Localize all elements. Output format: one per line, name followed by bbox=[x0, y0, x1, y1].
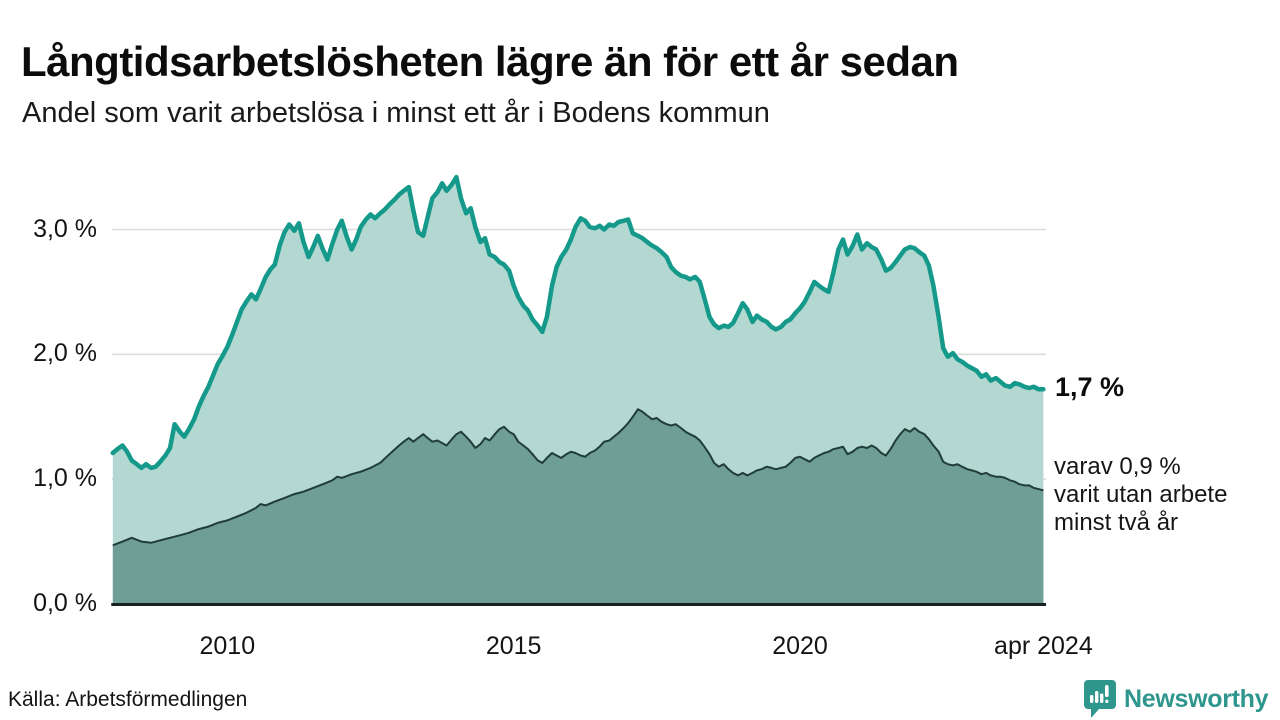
end-value-line-1: varav 0,9 % bbox=[1054, 453, 1181, 480]
newsworthy-logo: Newsworthy bbox=[1083, 679, 1269, 719]
total-line bbox=[110, 174, 1046, 471]
newsworthy-wordmark: Newsworthy bbox=[1124, 684, 1269, 713]
two-year-line bbox=[112, 408, 1044, 547]
y-axis-tick-label: 1,0 % bbox=[33, 464, 97, 493]
page-title: Långtidsarbetslösheten lägre än för ett … bbox=[21, 38, 959, 86]
x-axis-tick-label: apr 2024 bbox=[994, 632, 1093, 660]
chart-subtitle: Andel som varit arbetslösa i minst ett å… bbox=[22, 97, 770, 129]
y-axis-tick-label: 3,0 % bbox=[33, 214, 97, 243]
end-value-label-total: 1,7 % bbox=[1055, 372, 1125, 402]
two-year-area-fill bbox=[112, 409, 1044, 604]
y-axis-tick-label: 0,0 % bbox=[33, 588, 97, 617]
x-axis-tick-label: 2010 bbox=[199, 632, 256, 660]
x-axis-tick-label: 2020 bbox=[772, 632, 828, 660]
source-note: Källa: Arbetsförmedlingen bbox=[8, 688, 248, 711]
x-axis-tick-label: 2015 bbox=[485, 632, 542, 660]
y-axis-tick-label: 2,0 % bbox=[33, 339, 97, 368]
end-value-label-two-years: varav 0,9 % varit utan arbete minst två … bbox=[1054, 453, 1227, 537]
end-value-line-3: minst två år bbox=[1054, 509, 1179, 536]
newsworthy-speech-bubble-bar-chart-icon bbox=[1083, 679, 1117, 719]
end-value-line-2: varit utan arbete bbox=[1054, 481, 1228, 508]
